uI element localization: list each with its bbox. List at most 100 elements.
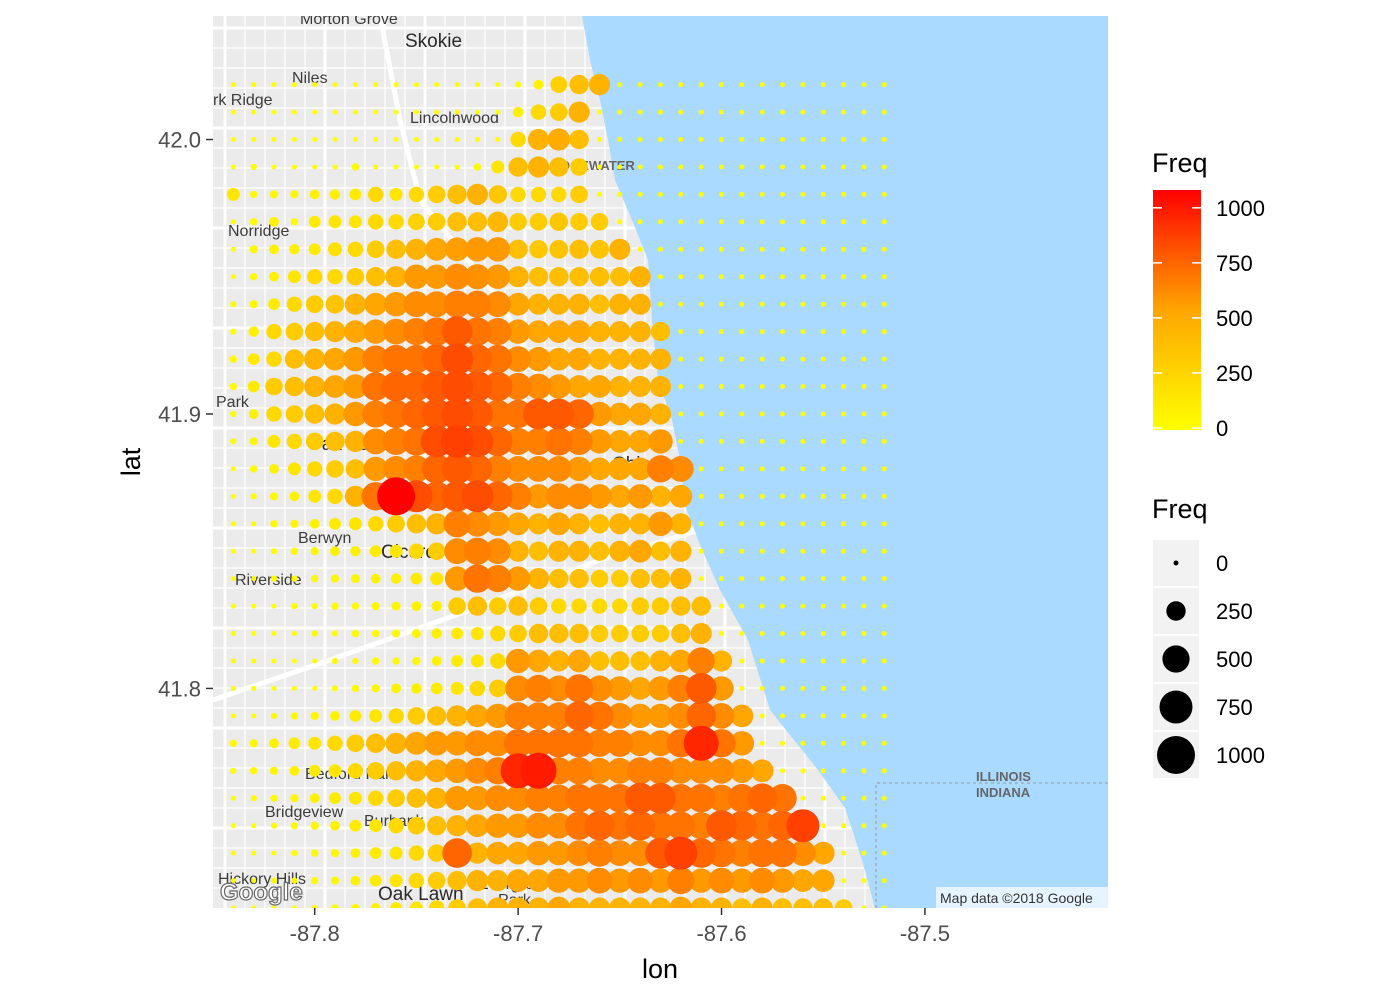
data-point — [841, 301, 847, 307]
data-point — [649, 348, 672, 370]
data-point — [454, 137, 460, 142]
data-point — [651, 624, 670, 643]
data-point — [286, 296, 303, 312]
data-point — [747, 783, 777, 813]
x-tick-label: -87.8 — [290, 921, 340, 946]
data-point — [371, 684, 380, 693]
data-point — [250, 767, 258, 775]
data-point — [504, 702, 532, 730]
data-point — [431, 600, 442, 612]
data-point — [881, 905, 887, 908]
data-point — [881, 768, 887, 774]
data-point — [372, 629, 380, 638]
data-point — [271, 905, 277, 908]
data-point — [285, 322, 304, 341]
data-point — [393, 164, 399, 170]
data-point — [608, 430, 632, 453]
data-point — [308, 215, 321, 228]
data-point — [590, 239, 609, 259]
data-point — [861, 384, 867, 389]
color-bar-ticks: 1000 750 500 250 0 — [1153, 196, 1265, 441]
data-point — [841, 219, 847, 225]
data-point — [250, 795, 257, 802]
data-point — [564, 701, 594, 731]
data-point — [311, 574, 319, 583]
data-point — [405, 238, 427, 260]
data-point — [649, 375, 672, 398]
data-point — [628, 703, 653, 729]
data-point — [719, 603, 724, 609]
data-point — [609, 897, 631, 908]
data-point — [861, 795, 867, 801]
data-point — [719, 631, 724, 636]
data-point — [587, 484, 612, 509]
data-point — [800, 301, 806, 307]
data-point — [608, 484, 632, 508]
data-point — [820, 137, 826, 142]
data-point — [719, 356, 724, 362]
data-point — [267, 434, 281, 448]
data-point — [881, 411, 887, 417]
data-point — [881, 823, 887, 829]
data-point — [688, 757, 715, 784]
data-point — [861, 548, 867, 554]
data-point — [506, 292, 530, 316]
data-point — [505, 785, 531, 812]
data-point — [549, 568, 569, 589]
data-point — [289, 765, 300, 776]
data-point — [441, 316, 473, 347]
data-point — [470, 654, 484, 668]
data-point — [327, 269, 343, 285]
data-point — [780, 411, 785, 417]
data-point — [377, 477, 416, 516]
data-point — [291, 575, 298, 582]
data-point — [759, 82, 765, 88]
data-point — [834, 899, 853, 908]
data-point — [629, 375, 651, 398]
data-point — [454, 82, 460, 88]
data-point — [533, 79, 544, 90]
data-point — [820, 219, 826, 225]
data-point — [528, 623, 549, 644]
data-point — [454, 109, 460, 115]
data-point — [881, 576, 887, 582]
data-point — [658, 137, 663, 142]
color-bar-label: 750 — [1216, 251, 1253, 276]
data-point — [729, 758, 755, 783]
size-key-circle — [1159, 690, 1193, 724]
data-point — [349, 710, 362, 722]
data-point — [291, 877, 298, 884]
data-point — [527, 293, 550, 315]
data-point — [385, 266, 407, 288]
data-point — [344, 320, 367, 343]
data-point — [606, 840, 633, 866]
data-point — [698, 438, 704, 444]
data-point — [291, 164, 297, 170]
data-point — [308, 243, 321, 256]
data-point — [547, 347, 571, 371]
x-tick-label: -87.6 — [696, 921, 746, 946]
data-point — [678, 301, 684, 307]
data-point — [351, 163, 360, 171]
data-point — [813, 898, 833, 908]
data-point — [269, 492, 279, 501]
data-point — [739, 658, 745, 664]
data-point — [597, 109, 602, 115]
y-axis-title: lat — [116, 447, 146, 476]
data-point — [739, 246, 745, 252]
data-point — [590, 624, 609, 643]
data-point — [780, 82, 785, 88]
data-point — [387, 789, 405, 807]
data-point — [430, 572, 444, 586]
data-point — [881, 438, 887, 444]
data-point — [307, 269, 323, 285]
data-point — [841, 548, 847, 554]
data-point — [841, 685, 847, 691]
data-point — [617, 137, 623, 142]
data-point — [650, 541, 671, 561]
data-point — [841, 576, 847, 582]
data-point — [861, 356, 867, 362]
data-point — [861, 82, 867, 88]
data-point — [648, 703, 673, 729]
data-point — [489, 679, 507, 698]
